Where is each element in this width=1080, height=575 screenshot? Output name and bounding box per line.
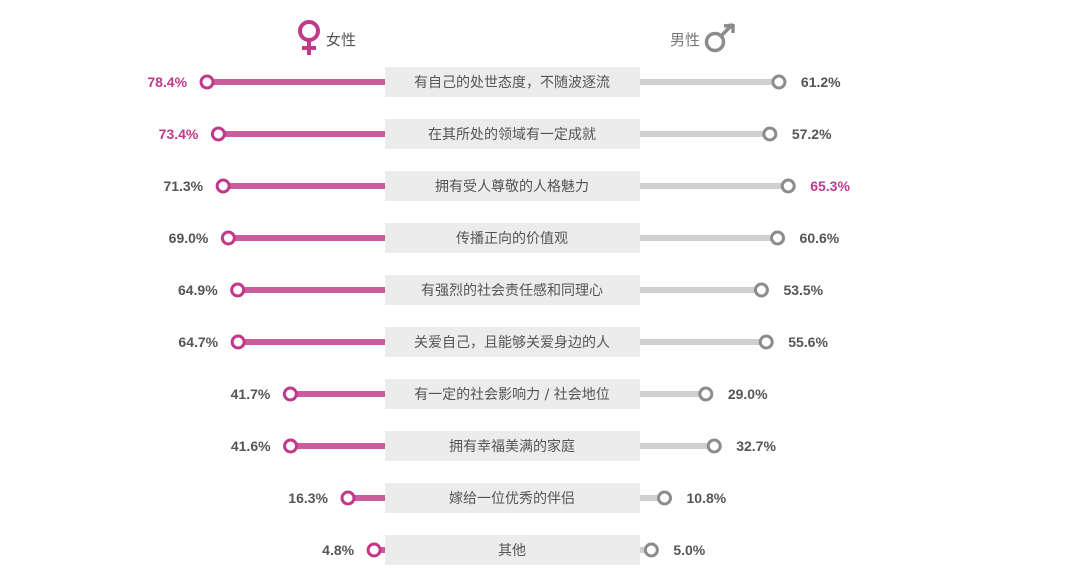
female-marker: [283, 438, 299, 454]
category-box: [385, 483, 640, 513]
female-marker: [230, 282, 246, 298]
male-bar: [640, 339, 767, 345]
male-marker: [780, 178, 796, 194]
chart-row: 78.4% 61.2% 有自己的处世态度，不随波逐流: [147, 67, 841, 97]
male-value-label: 65.3%: [810, 178, 850, 194]
chart-row: 69.0% 60.6% 传播正向的价值观: [169, 223, 840, 253]
female-value-label: 64.7%: [178, 334, 218, 350]
legend-female-label: 女性: [326, 31, 356, 49]
male-value-label: 55.6%: [788, 334, 828, 350]
male-marker: [753, 282, 769, 298]
male-bar: [640, 79, 779, 85]
female-marker: [199, 74, 215, 90]
female-bar: [290, 443, 385, 449]
chart-row: 71.3% 65.3% 拥有受人尊敬的人格魅力: [163, 171, 850, 201]
category-label: 有强烈的社会责任感和同理心: [421, 282, 603, 299]
female-value-label: 41.7%: [231, 386, 271, 402]
male-value-label: 61.2%: [801, 74, 841, 90]
chart-rows: 78.4% 61.2% 有自己的处世态度，不随波逐流 73.4% 57.2% 在其所处的领…: [147, 67, 850, 565]
category-label: 有自己的处世态度，不随波逐流: [414, 75, 610, 91]
male-bar: [640, 235, 778, 241]
male-marker: [770, 230, 786, 246]
chart-row: 41.7% 29.0% 有一定的社会影响力 / 社会地位: [231, 379, 768, 409]
category-box: [385, 431, 640, 461]
male-bar: [640, 183, 789, 189]
male-bar: [640, 391, 706, 397]
female-marker: [210, 126, 226, 142]
female-bar: [207, 79, 385, 85]
male-bar: [640, 131, 770, 137]
legend-male-label: 男性: [670, 31, 700, 49]
female-bar: [290, 391, 385, 397]
category-box: [385, 119, 640, 149]
chart-row: 16.3% 10.8% 嫁给一位优秀的伴侣: [288, 483, 727, 513]
female-value-label: 73.4%: [159, 126, 199, 142]
female-marker: [215, 178, 231, 194]
male-value-label: 29.0%: [728, 386, 768, 402]
female-bar: [347, 495, 385, 501]
female-marker: [282, 386, 298, 402]
category-box: [385, 327, 640, 357]
category-label: 有一定的社会影响力 / 社会地位: [414, 387, 610, 403]
category-box: [385, 275, 640, 305]
female-value-label: 64.9%: [178, 282, 218, 298]
female-value-label: 78.4%: [147, 74, 187, 90]
female-marker: [366, 542, 382, 558]
female-bar: [228, 235, 385, 241]
female-marker: [220, 230, 236, 246]
female-value-label: 4.8%: [322, 542, 354, 558]
male-bar: [640, 495, 665, 501]
category-label: 传播正向的价值观: [456, 231, 568, 247]
male-value-label: 10.8%: [687, 490, 727, 506]
male-value-label: 53.5%: [783, 282, 823, 298]
legend: 女性 男性: [298, 20, 735, 55]
female-marker: [230, 334, 246, 350]
category-box: [385, 535, 640, 565]
female-bar: [237, 287, 385, 293]
category-box: [385, 379, 640, 409]
male-marker: [698, 386, 714, 402]
chart-row: 64.7% 55.6% 关爱自己，且能够关爱身边的人: [178, 327, 828, 357]
female-marker: [340, 490, 356, 506]
female-bar: [223, 183, 385, 189]
category-label: 拥有幸福美满的家庭: [449, 438, 575, 455]
male-marker: [706, 438, 722, 454]
male-marker: [643, 542, 659, 558]
chart-row: 64.9% 53.5% 有强烈的社会责任感和同理心: [178, 275, 824, 305]
chart-row: 4.8% 5.0% 其他: [322, 535, 706, 565]
male-symbol-icon: [704, 23, 735, 53]
male-value-label: 32.7%: [736, 438, 776, 454]
male-bar: [640, 287, 762, 293]
chart-row: 73.4% 57.2% 在其所处的领域有一定成就: [159, 119, 832, 149]
male-bar: [640, 443, 715, 449]
female-bar: [238, 339, 385, 345]
category-box: [385, 67, 640, 97]
male-value-label: 5.0%: [673, 542, 705, 558]
male-marker: [758, 334, 774, 350]
category-box: [385, 171, 640, 201]
female-value-label: 16.3%: [288, 490, 328, 506]
female-value-label: 69.0%: [169, 230, 209, 246]
category-label: 关爱自己，且能够关爱身边的人: [414, 335, 610, 351]
male-marker: [657, 490, 673, 506]
female-symbol-icon: [298, 20, 320, 55]
category-label: 在其所处的领域有一定成就: [428, 127, 596, 143]
category-label: 其他: [498, 543, 526, 559]
male-value-label: 60.6%: [800, 230, 840, 246]
category-label: 拥有受人尊敬的人格魅力: [435, 178, 589, 195]
female-value-label: 41.6%: [231, 438, 271, 454]
category-box: [385, 223, 640, 253]
male-marker: [762, 126, 778, 142]
chart-row: 41.6% 32.7% 拥有幸福美满的家庭: [231, 431, 776, 461]
female-value-label: 71.3%: [163, 178, 203, 194]
category-label: 嫁给一位优秀的伴侣: [449, 491, 575, 507]
male-marker: [771, 74, 787, 90]
male-value-label: 57.2%: [792, 126, 832, 142]
female-bar: [218, 131, 385, 137]
